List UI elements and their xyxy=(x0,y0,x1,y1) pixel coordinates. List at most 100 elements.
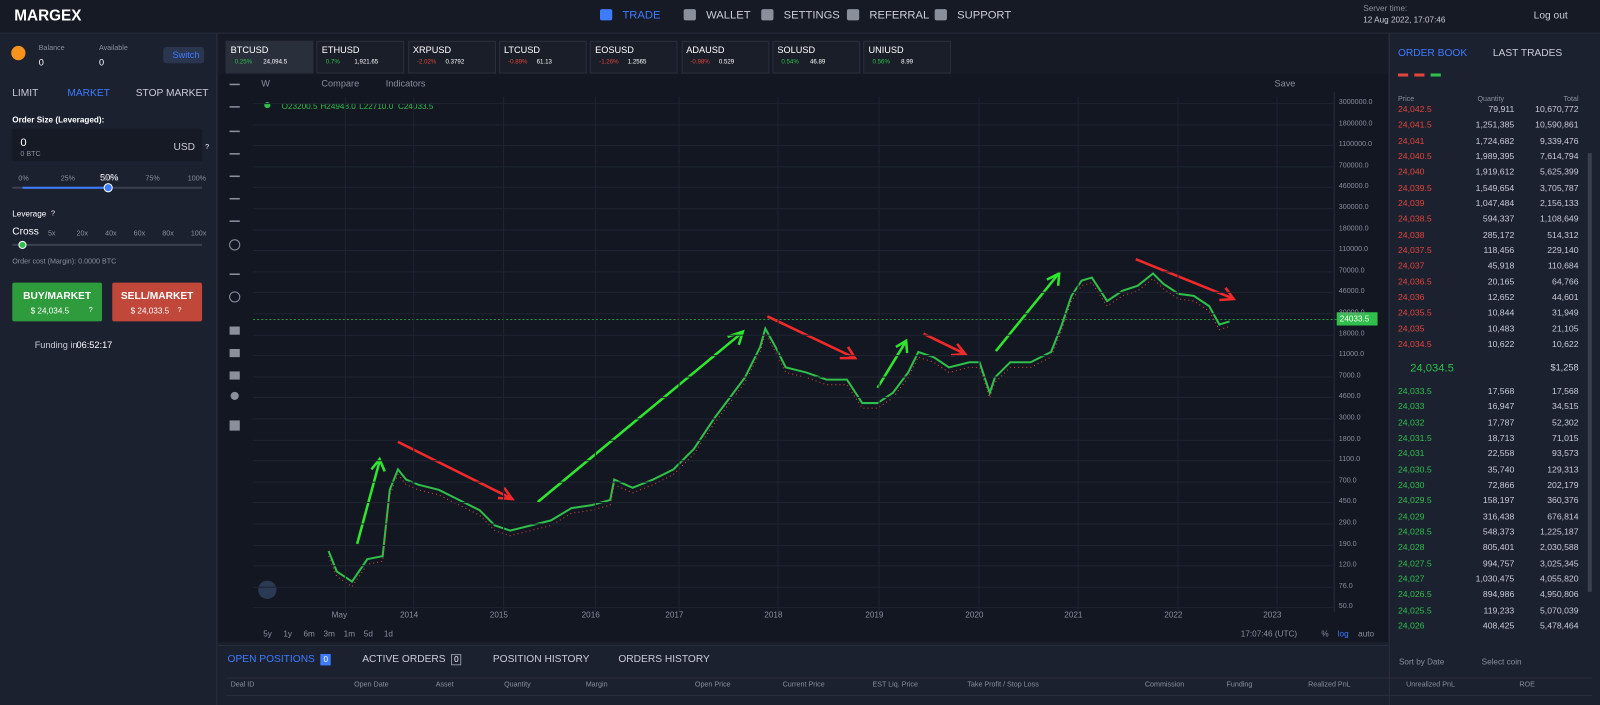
book-total[interactable]: 129,313 xyxy=(1547,463,1579,475)
book-quantity[interactable]: 1,549,654 xyxy=(1475,182,1515,193)
ticker-change[interactable]: 0.54% xyxy=(781,59,799,66)
ticker-symbol[interactable]: LTCUSD xyxy=(503,44,541,56)
book-total[interactable]: 360,376 xyxy=(1547,495,1579,506)
range-button[interactable]: 1m xyxy=(343,629,356,639)
buy-button-bg[interactable] xyxy=(12,282,103,322)
book-quantity[interactable]: 17,787 xyxy=(1487,416,1515,428)
buy-price[interactable]: $ 24,034.5 xyxy=(30,306,70,316)
tool-icon[interactable] xyxy=(229,291,241,303)
ticker-price[interactable]: 1,921.65 xyxy=(354,59,379,66)
book-price[interactable]: 24,037.5 xyxy=(1397,244,1432,256)
ticker-symbol[interactable]: XRPUSD xyxy=(412,44,452,56)
book-quantity[interactable]: 17,568 xyxy=(1487,385,1515,396)
book-quantity[interactable]: 10,622 xyxy=(1487,338,1515,349)
leverage-mode[interactable]: Cross xyxy=(12,226,39,238)
book-quantity[interactable]: 1,989,395 xyxy=(1475,151,1515,162)
book-price[interactable]: 24,031 xyxy=(1397,448,1425,459)
book-quantity[interactable]: 994,757 xyxy=(1482,557,1515,568)
ticker-change[interactable]: -0.98% xyxy=(690,59,710,66)
book-total[interactable]: 34,515 xyxy=(1552,401,1579,412)
leverage-mark[interactable]: 80x xyxy=(162,230,174,238)
book-price[interactable]: 24,026 xyxy=(1397,620,1425,631)
book-price[interactable]: 24,028.5 xyxy=(1397,526,1432,537)
book-quantity[interactable]: 118,456 xyxy=(1483,244,1515,256)
tool-icon[interactable] xyxy=(229,130,240,133)
book-price[interactable]: 24,039.5 xyxy=(1397,182,1432,193)
ticker-price[interactable]: 24,094.5 xyxy=(263,59,288,66)
range-button[interactable]: 5y xyxy=(263,629,272,639)
book-price[interactable]: 24,027.5 xyxy=(1397,557,1432,568)
percent-mark[interactable]: 50% xyxy=(103,175,118,183)
book-price[interactable]: 24,040 xyxy=(1397,166,1425,177)
book-total[interactable]: 514,312 xyxy=(1547,229,1579,240)
book-total[interactable]: 44,601 xyxy=(1552,291,1579,302)
book-quantity[interactable]: 72,866 xyxy=(1487,479,1515,490)
book-quantity[interactable]: 16,947 xyxy=(1487,401,1515,412)
book-view-icon[interactable] xyxy=(1414,73,1425,77)
book-price[interactable]: 24,037 xyxy=(1397,260,1425,271)
tool-icon[interactable] xyxy=(229,326,240,335)
book-quantity[interactable]: 408,425 xyxy=(1482,620,1515,631)
nav-icon[interactable] xyxy=(683,9,696,21)
book-quantity[interactable]: 1,919,612 xyxy=(1475,166,1515,177)
leverage-mark[interactable]: 100x xyxy=(190,230,207,238)
buy-label[interactable]: BUY/MARKET xyxy=(23,290,92,303)
book-quantity[interactable]: 548,373 xyxy=(1482,526,1515,537)
leverage-slider-knob[interactable] xyxy=(18,240,27,249)
book-price[interactable]: 24,031.5 xyxy=(1397,432,1432,443)
tool-icon[interactable] xyxy=(229,348,240,358)
percent-mark[interactable]: 25% xyxy=(60,175,76,183)
ticker-card[interactable] xyxy=(407,40,496,74)
ticker-change[interactable]: -1.26% xyxy=(599,59,619,66)
sort[interactable]: Sort by Date xyxy=(1398,657,1445,667)
book-quantity[interactable]: 1,030,475 xyxy=(1475,573,1515,584)
sell-price[interactable]: $ 24,033.5 xyxy=(130,306,170,316)
book-total[interactable]: 71,015 xyxy=(1552,432,1579,443)
tool-icon[interactable] xyxy=(229,175,240,178)
book-price[interactable]: 24,028 xyxy=(1397,542,1425,553)
ticker-price[interactable]: 8.99 xyxy=(901,59,914,66)
tool-icon[interactable] xyxy=(230,391,239,400)
book-price[interactable]: 24,038.5 xyxy=(1397,213,1432,224)
ticker-symbol[interactable]: ADAUSD xyxy=(686,44,725,56)
order-tab[interactable]: STOP MARKET xyxy=(135,87,209,99)
percent-mark[interactable]: 75% xyxy=(145,175,160,183)
tool-icon[interactable] xyxy=(229,153,240,155)
book-price[interactable]: 24,038 xyxy=(1397,229,1425,240)
tool-icon[interactable] xyxy=(229,239,241,251)
nav-item[interactable]: SUPPORT xyxy=(957,9,1012,22)
book-price[interactable]: 24,039 xyxy=(1397,197,1425,209)
book-price[interactable]: 24,042.5 xyxy=(1397,104,1432,115)
ticker-symbol[interactable]: UNIUSD xyxy=(868,44,904,56)
book-total[interactable]: 676,814 xyxy=(1547,510,1579,522)
percent-mark[interactable]: 0% xyxy=(18,175,29,183)
book-total[interactable]: 3,025,345 xyxy=(1539,557,1579,568)
tool-icon[interactable] xyxy=(229,273,240,275)
book-total[interactable]: 64,766 xyxy=(1552,276,1579,287)
ticker-card[interactable] xyxy=(589,40,678,74)
switch[interactable]: Switch xyxy=(172,49,200,61)
nav-item[interactable]: REFERRAL xyxy=(869,9,930,22)
logout[interactable]: Log out xyxy=(1533,10,1568,22)
tab-count[interactable]: 0 xyxy=(320,654,332,666)
help[interactable]: ? xyxy=(205,143,210,152)
leverage-slider-track[interactable] xyxy=(12,243,203,246)
book-price[interactable]: 24,030 xyxy=(1397,479,1425,490)
ticker-symbol[interactable]: BTCUSD xyxy=(230,44,269,56)
ticker-change[interactable]: -2.02% xyxy=(416,59,437,66)
book-quantity[interactable]: 594,337 xyxy=(1482,213,1515,224)
book-quantity[interactable]: 1,047,484 xyxy=(1475,197,1515,209)
book-total[interactable]: 10,670,772 xyxy=(1535,104,1579,115)
book-price[interactable]: 24,033 xyxy=(1397,401,1425,412)
book-view-icon[interactable] xyxy=(1430,73,1441,77)
book-price[interactable]: 24,029.5 xyxy=(1397,495,1432,506)
nav-item[interactable]: SETTINGS xyxy=(783,9,840,22)
book-price[interactable]: 24,035.5 xyxy=(1397,307,1432,318)
book-total[interactable]: 9,339,476 xyxy=(1539,135,1579,146)
book-price[interactable]: 24,030.5 xyxy=(1397,463,1432,475)
ticker-card[interactable] xyxy=(772,40,860,74)
nav-item[interactable]: TRADE xyxy=(622,9,661,22)
book-quantity[interactable]: 894,986 xyxy=(1482,589,1515,600)
order-tab[interactable]: MARKET xyxy=(67,87,110,99)
range-button[interactable]: 1y xyxy=(283,629,292,639)
